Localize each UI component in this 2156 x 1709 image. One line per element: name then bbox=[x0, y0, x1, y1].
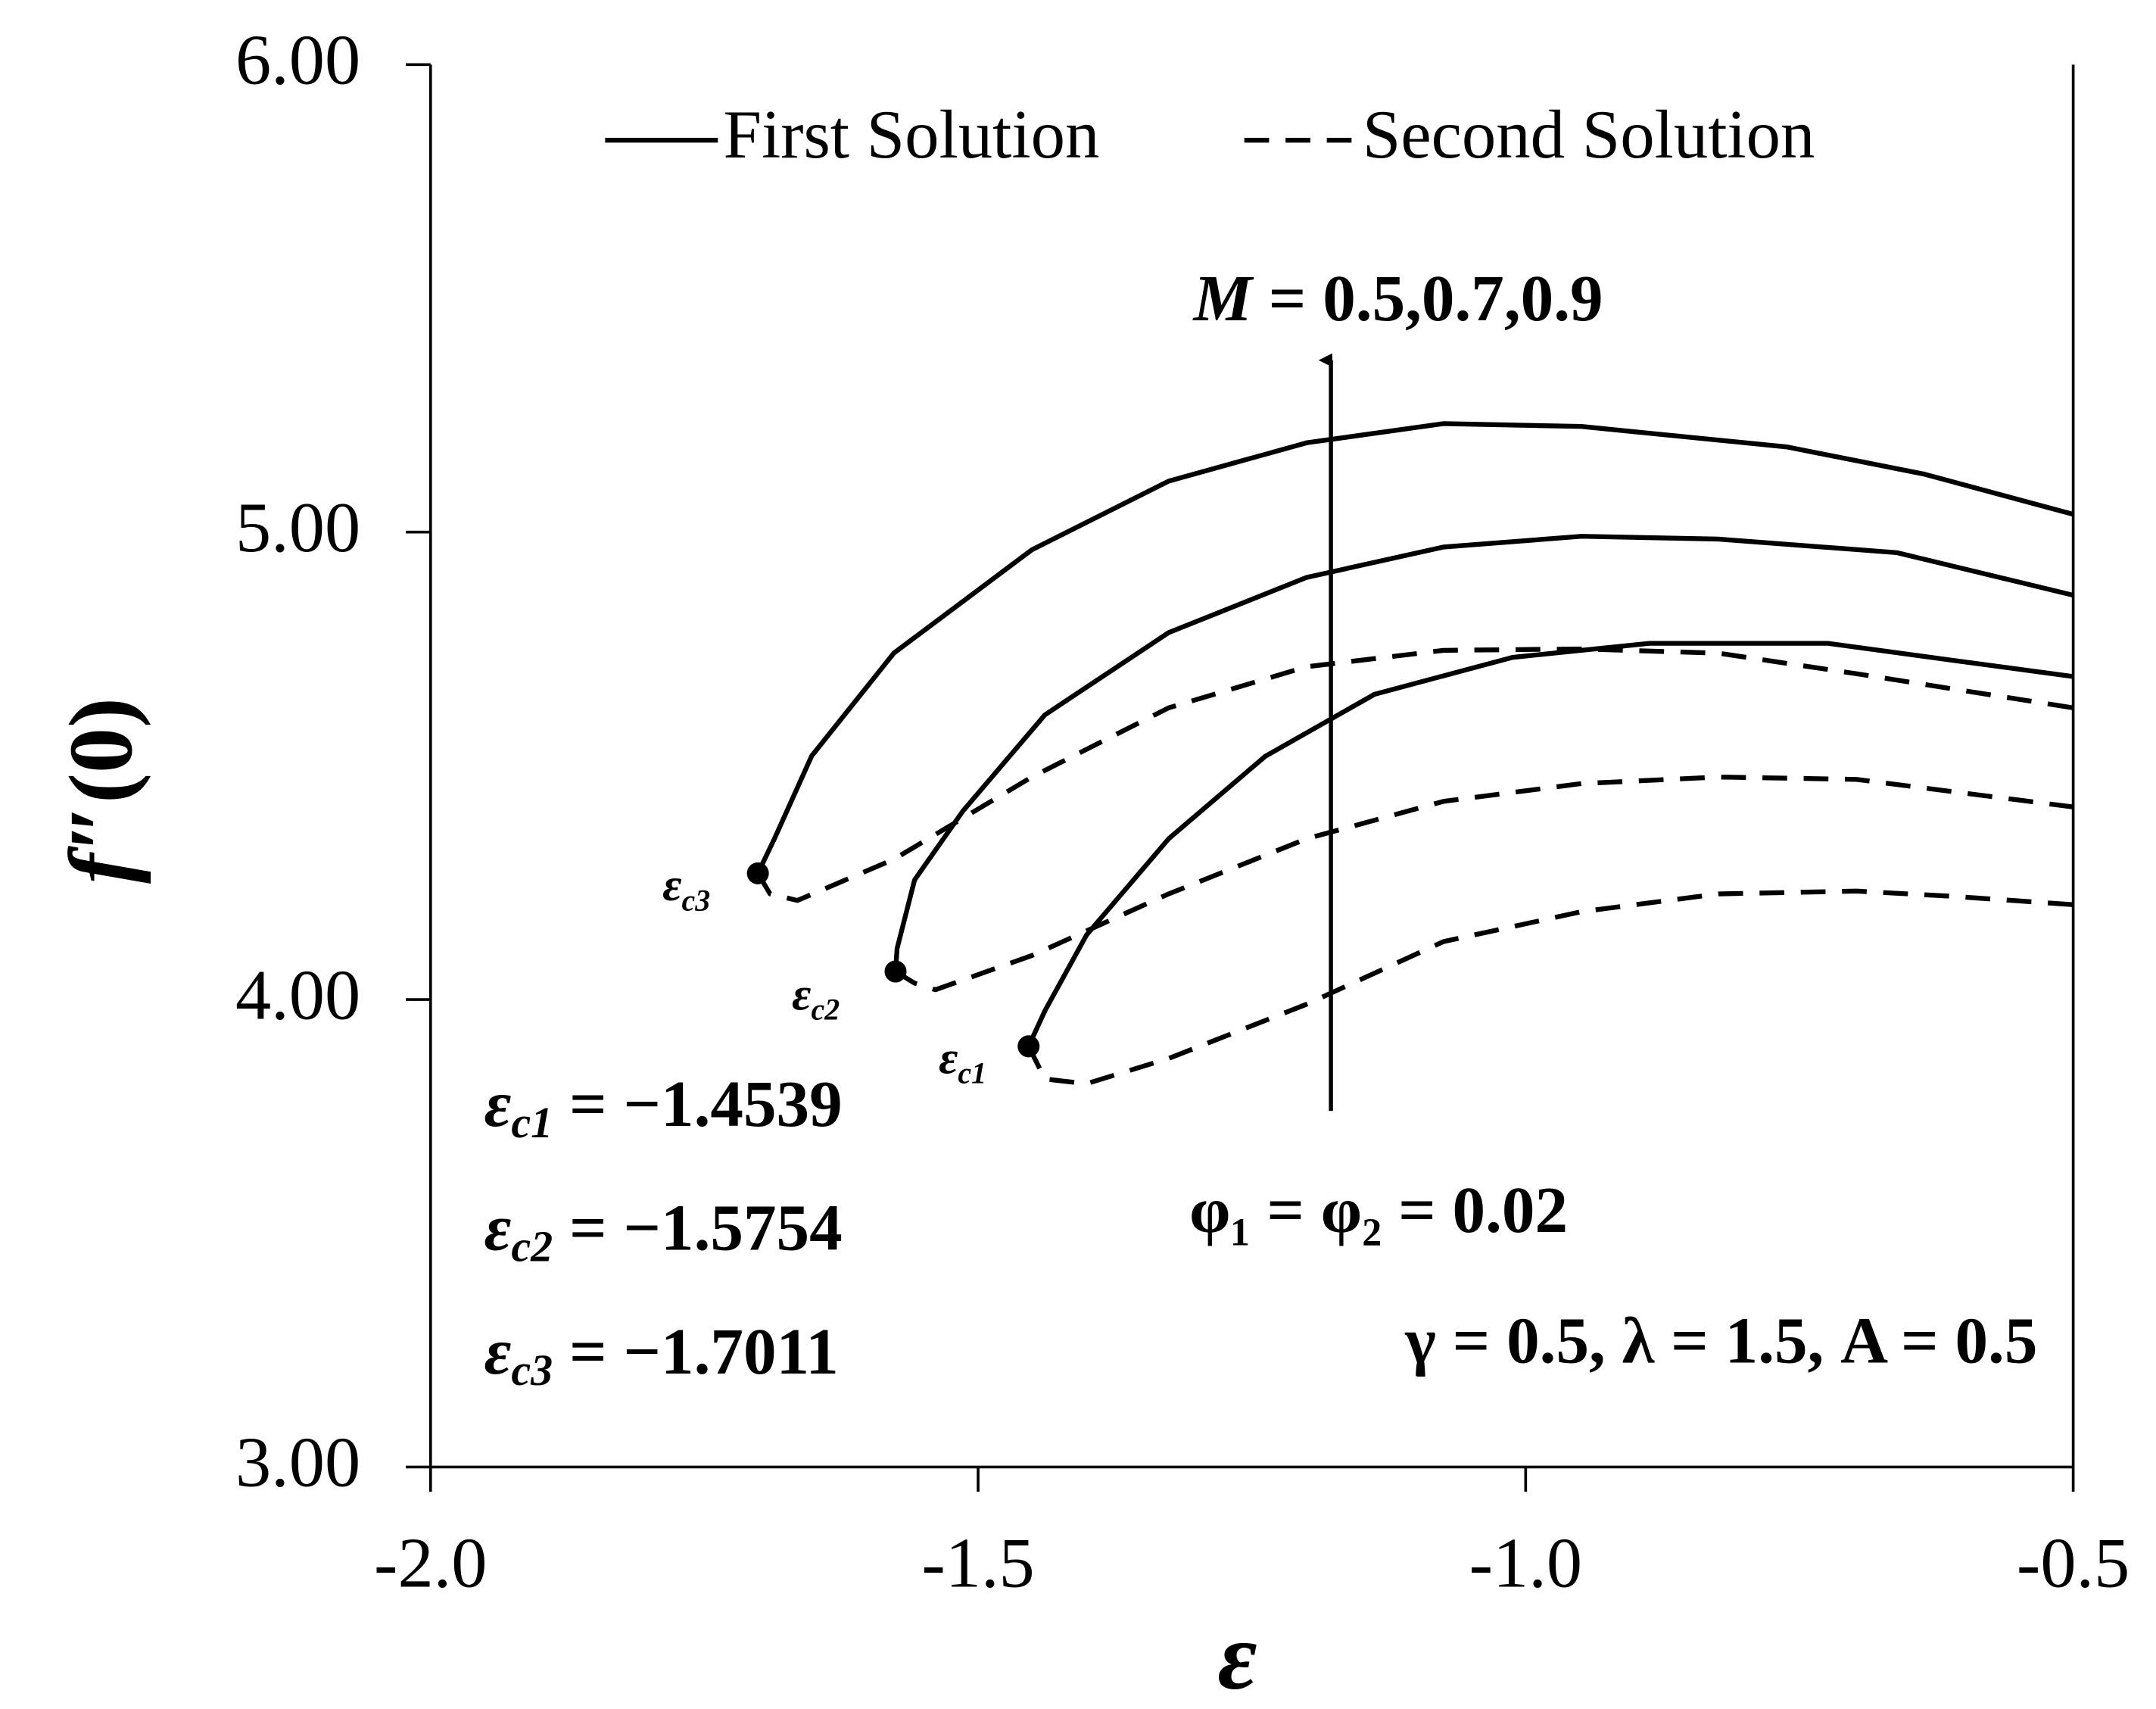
y-axis-label: f″(0) bbox=[50, 697, 151, 884]
critical-label: εc3 bbox=[662, 859, 710, 917]
cv-sub: c2 bbox=[511, 1222, 553, 1271]
critical-sub: c3 bbox=[682, 883, 711, 917]
cv-rest: = −1.5754 bbox=[553, 1191, 843, 1265]
cv-symbol: ε bbox=[484, 1191, 512, 1265]
arrow-symbol: M bbox=[1192, 261, 1254, 335]
legend-label: First Solution bbox=[724, 96, 1100, 173]
x-tick-label: -2.0 bbox=[374, 1523, 487, 1602]
y-tick-label: 3.00 bbox=[235, 1424, 360, 1502]
x-tick-label: -0.5 bbox=[2017, 1523, 2130, 1602]
critical-point bbox=[1017, 1035, 1040, 1058]
legend-label: Second Solution bbox=[1363, 96, 1815, 173]
critical-label: εc1 bbox=[939, 1033, 986, 1090]
curve bbox=[1026, 888, 2073, 1087]
x-tick-label: -1.0 bbox=[1469, 1523, 1582, 1602]
y-label-rest: (0) bbox=[50, 697, 151, 803]
x-axis-label: ε bbox=[1218, 1604, 1257, 1709]
cv-rest: = −1.7011 bbox=[553, 1314, 839, 1388]
curve bbox=[1026, 641, 2074, 1048]
y-tick-label: 6.00 bbox=[235, 21, 360, 100]
critical-sub: c1 bbox=[958, 1056, 986, 1090]
critical-symbol: ε bbox=[792, 969, 811, 1021]
critical-symbol: ε bbox=[662, 859, 681, 911]
critical-symbol: ε bbox=[939, 1033, 958, 1084]
critical-value: εc3 = −1.7011 bbox=[484, 1314, 839, 1395]
arrow-text: = 0.5,0.7,0.9 bbox=[1252, 261, 1603, 335]
curve bbox=[894, 775, 2074, 993]
arrow-label: M = 0.5,0.7,0.9 bbox=[1192, 261, 1603, 335]
cv-sub: c1 bbox=[511, 1098, 553, 1147]
params-annotation: γ = 0.5, λ = 1.5, A = 0.5 bbox=[1404, 1303, 2037, 1377]
cv-rest: = −1.4539 bbox=[553, 1067, 843, 1140]
y-tick-label: 4.00 bbox=[235, 956, 360, 1034]
curve bbox=[756, 421, 2074, 875]
y-label-prime: ″ bbox=[50, 803, 151, 853]
critical-sub: c2 bbox=[811, 993, 840, 1027]
critical-point bbox=[746, 862, 769, 884]
y-tick-label: 5.00 bbox=[235, 488, 360, 567]
critical-value: εc2 = −1.5754 bbox=[484, 1191, 843, 1271]
x-tick-label: -1.5 bbox=[921, 1523, 1034, 1602]
critical-point bbox=[884, 960, 907, 983]
cv-symbol: ε bbox=[484, 1067, 512, 1140]
curve bbox=[893, 534, 2074, 972]
phi-annotation: φ₁ = φ₂ = 0.02 bbox=[1189, 1173, 1568, 1246]
critical-value: εc1 = −1.4539 bbox=[484, 1067, 843, 1147]
axes bbox=[428, 64, 2075, 1469]
curve bbox=[756, 646, 2074, 903]
cv-symbol: ε bbox=[484, 1314, 512, 1388]
critical-label: εc2 bbox=[792, 969, 840, 1027]
cv-sub: c3 bbox=[511, 1346, 553, 1395]
